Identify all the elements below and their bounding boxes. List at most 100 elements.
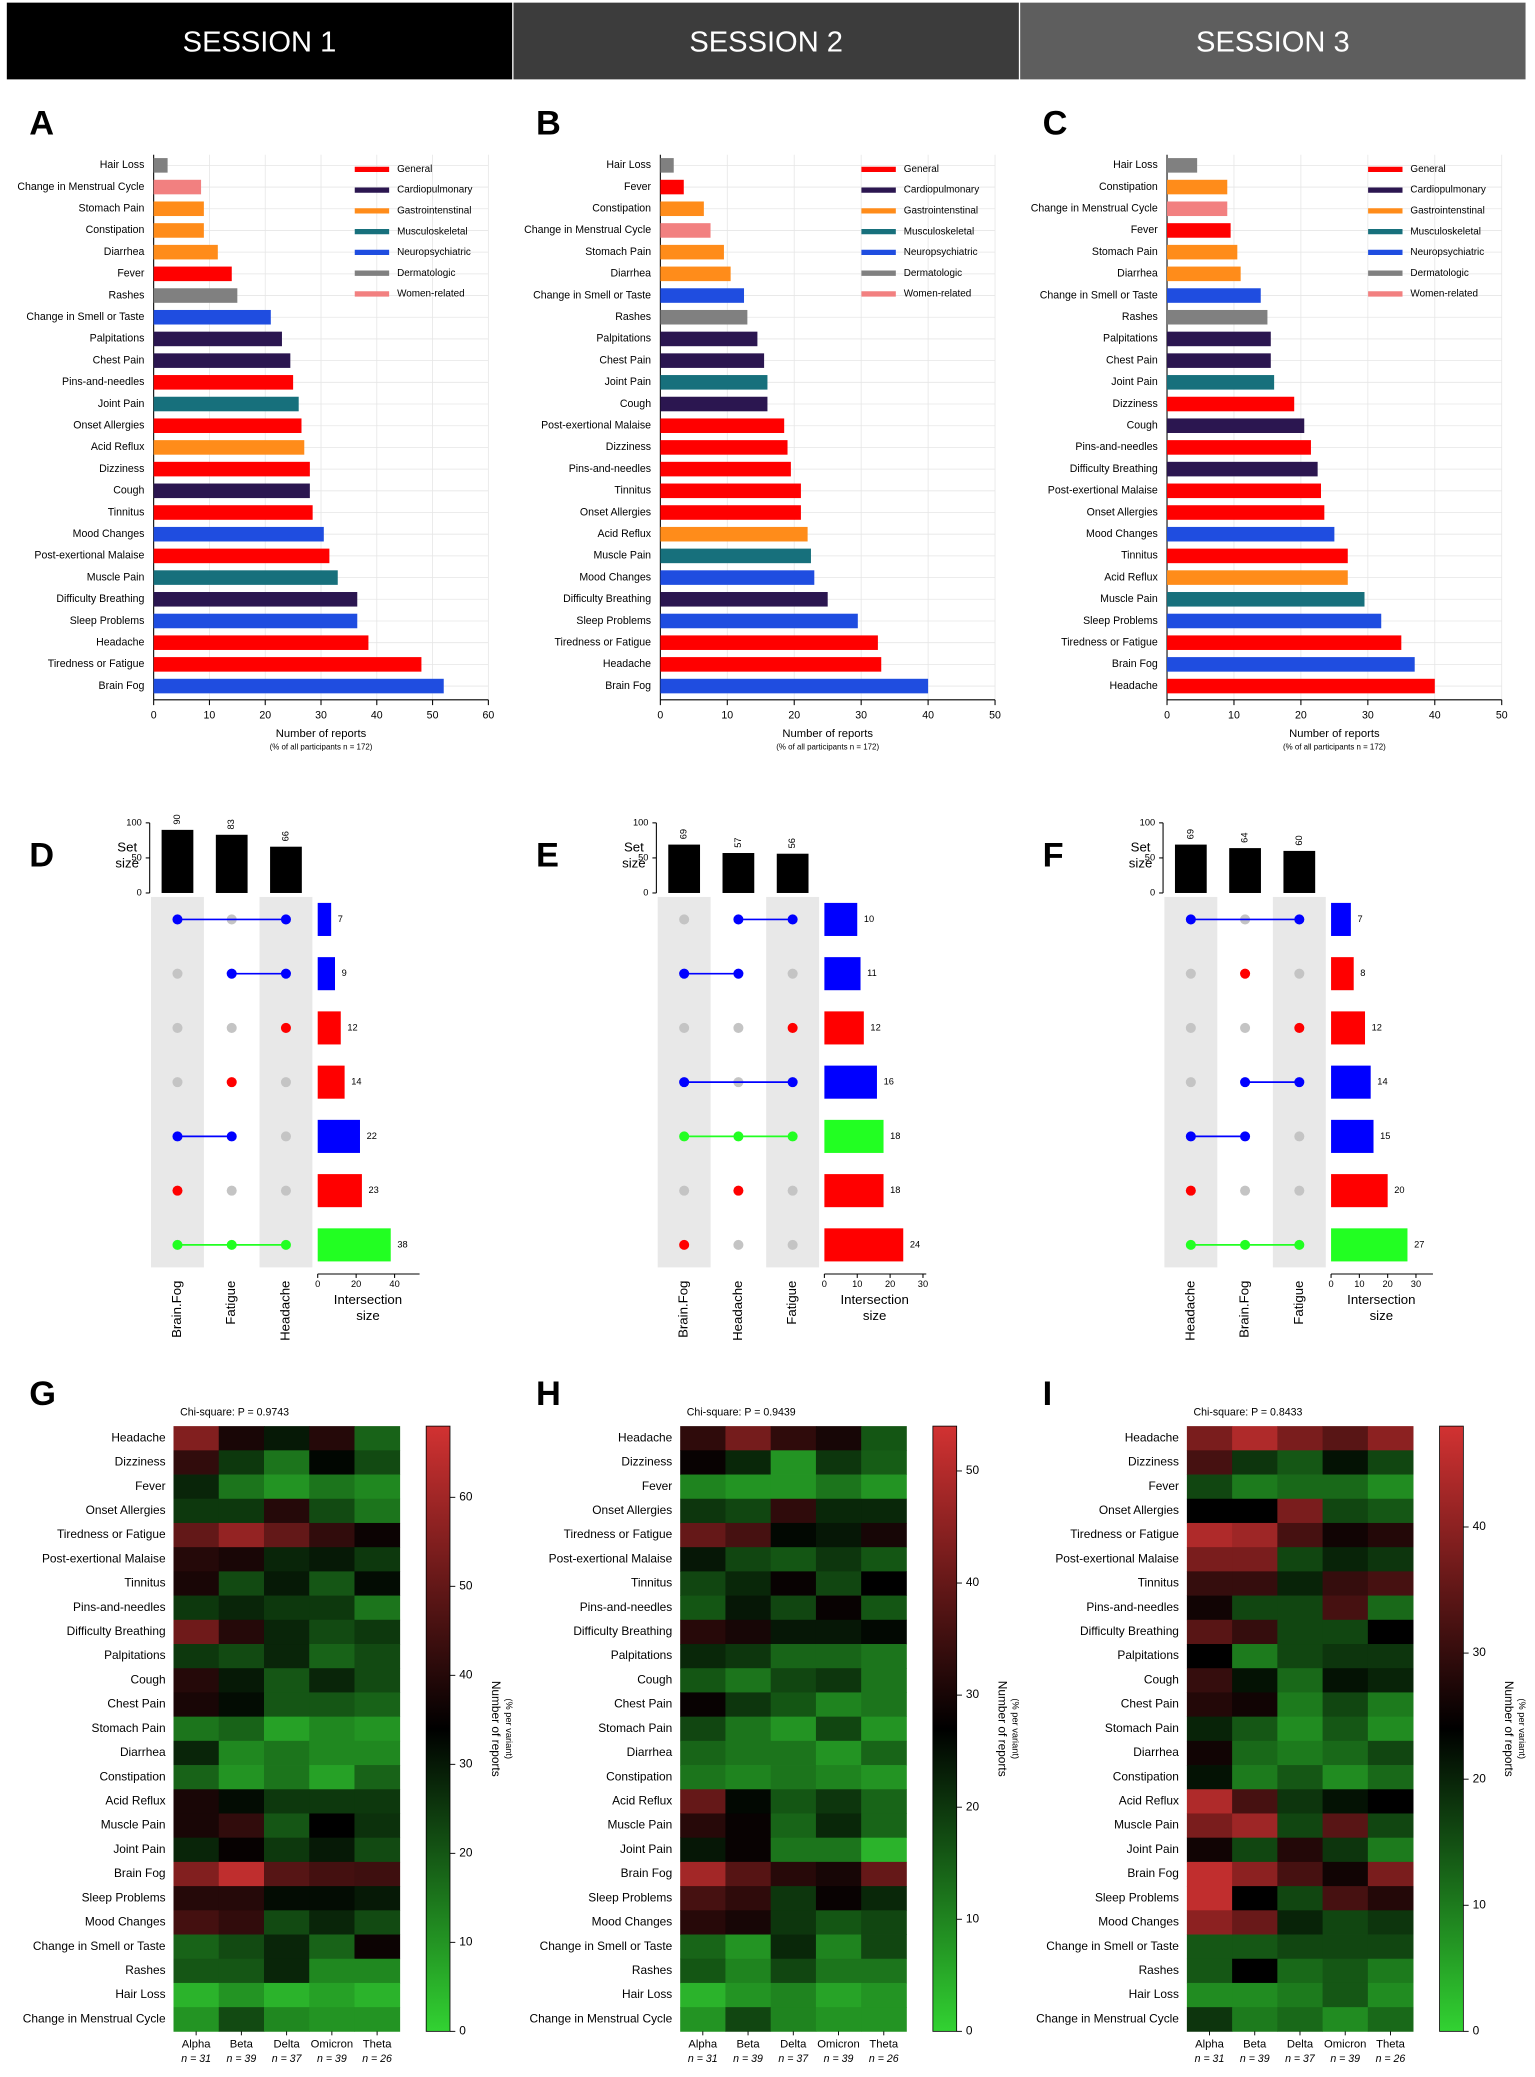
colorbar-tick-label: 50 — [459, 1578, 473, 1592]
heat-cell — [263, 1886, 310, 1911]
set-name: Fatigue — [784, 1281, 799, 1325]
heat-cell — [815, 1498, 862, 1524]
set-size-label: 56 — [787, 838, 797, 848]
x-tick-label: 40 — [1429, 710, 1441, 722]
member-dot — [280, 968, 291, 979]
heat-cell — [1322, 1619, 1369, 1645]
intersection-label: 8 — [1360, 968, 1365, 978]
y-tick-label: Palpitations — [596, 333, 651, 345]
y-tick-label: 100 — [633, 817, 648, 827]
row-label: Difficulty Breathing — [67, 1624, 166, 1638]
heat-cell — [861, 1789, 907, 1814]
bar — [660, 657, 882, 672]
heat-cell — [770, 1861, 817, 1887]
heat-cell — [861, 1619, 907, 1645]
x-tick-label: 10 — [1354, 1279, 1364, 1289]
heat-cell — [680, 1668, 726, 1693]
heat-cell — [1322, 1644, 1369, 1669]
row-label: Muscle Pain — [607, 1818, 672, 1832]
column-note: n = 26 — [1376, 2053, 1406, 2065]
heat-cell — [354, 1837, 401, 1863]
y-tick-label: Pins-and-needles — [62, 376, 144, 388]
row-label: Difficulty Breathing — [573, 1624, 672, 1638]
row-label: Headache — [1125, 1430, 1180, 1444]
session-header — [6, 2, 513, 80]
set-size-title: size — [622, 855, 646, 870]
column-label: Beta — [736, 2039, 760, 2051]
empty-dot — [280, 1185, 291, 1196]
intersection-bar — [317, 1119, 360, 1153]
heat-cell — [173, 1571, 220, 1596]
heat-cell — [770, 1716, 817, 1742]
heat-cell — [680, 1498, 726, 1524]
x-axis-note: (% of all participants n = 172) — [270, 743, 373, 752]
member-dot — [1294, 914, 1305, 925]
column-label: Theta — [363, 2039, 392, 2051]
y-tick-label: Diarrhea — [611, 268, 652, 280]
x-tick-label: 20 — [1383, 1279, 1393, 1289]
member-dot — [172, 1185, 183, 1196]
y-tick-label: 0 — [1150, 887, 1155, 897]
heat-cell — [263, 1958, 310, 1984]
y-tick-label: Fever — [1131, 224, 1159, 236]
heat-cell — [725, 1910, 772, 1935]
heat-cell — [1367, 1861, 1414, 1887]
heat-cell — [1367, 2007, 1414, 2032]
intersection-label: 7 — [1357, 914, 1362, 924]
heat-cell — [1277, 1740, 1323, 1766]
empty-dot — [1240, 1022, 1251, 1033]
intersection-label: 23 — [369, 1185, 379, 1195]
heat-cell — [1186, 1813, 1233, 1839]
bar — [153, 483, 310, 499]
heat-cell — [1277, 1982, 1323, 2008]
heat-cell — [725, 1958, 772, 1984]
set-size-label: 83 — [226, 819, 236, 829]
x-tick-label: 20 — [351, 1279, 361, 1289]
intersection-bar — [824, 957, 861, 991]
heat-cell — [725, 1789, 772, 1814]
row-label: Chest Pain — [107, 1697, 165, 1711]
heat-cell — [1186, 1474, 1233, 1500]
heat-cell — [263, 1668, 310, 1693]
set-size-label: 60 — [1294, 835, 1304, 845]
column-label: Omicron — [311, 2039, 353, 2051]
heat-cell — [1232, 1522, 1278, 1548]
heat-cell — [725, 1861, 772, 1887]
heat-cell — [1277, 1716, 1323, 1742]
heat-cell — [861, 1450, 907, 1475]
member-dot — [787, 914, 798, 925]
heat-cell — [1322, 1813, 1369, 1839]
heat-cell — [354, 1426, 401, 1451]
row-label: Palpitations — [611, 1648, 673, 1662]
bar — [1167, 288, 1261, 303]
heat-cell — [309, 1789, 355, 1814]
heat-cell — [218, 1450, 265, 1475]
row-label: Fever — [135, 1479, 165, 1493]
heat-cell — [309, 1595, 355, 1621]
heat-cell — [861, 1522, 907, 1548]
heat-cell — [680, 1716, 726, 1742]
bar — [153, 396, 299, 412]
heat-cell — [725, 1619, 772, 1645]
heat-cell — [218, 1595, 265, 1621]
set-size-label: 90 — [172, 814, 182, 824]
heat-cell — [173, 1982, 220, 2008]
heat-cell — [263, 1789, 310, 1814]
bar — [1167, 592, 1365, 607]
legend-label: Neuropsychiatric — [904, 247, 978, 258]
row-label: Cough — [637, 1672, 672, 1686]
empty-dot — [1240, 1185, 1251, 1196]
row-label: Palpitations — [104, 1648, 166, 1662]
heat-cell — [861, 1426, 907, 1451]
bar — [153, 223, 204, 238]
heat-cell — [1186, 1498, 1233, 1524]
y-tick-label: Sleep Problems — [70, 615, 145, 627]
intersection-bar — [317, 1065, 345, 1099]
row-label: Tinnitus — [631, 1576, 672, 1590]
bar — [1167, 505, 1325, 520]
heat-cell — [173, 1474, 220, 1500]
x-tick-label: 50 — [989, 710, 1001, 722]
heat-cell — [1322, 1595, 1369, 1621]
member-dot — [733, 1185, 744, 1196]
heat-cell — [354, 1692, 401, 1718]
